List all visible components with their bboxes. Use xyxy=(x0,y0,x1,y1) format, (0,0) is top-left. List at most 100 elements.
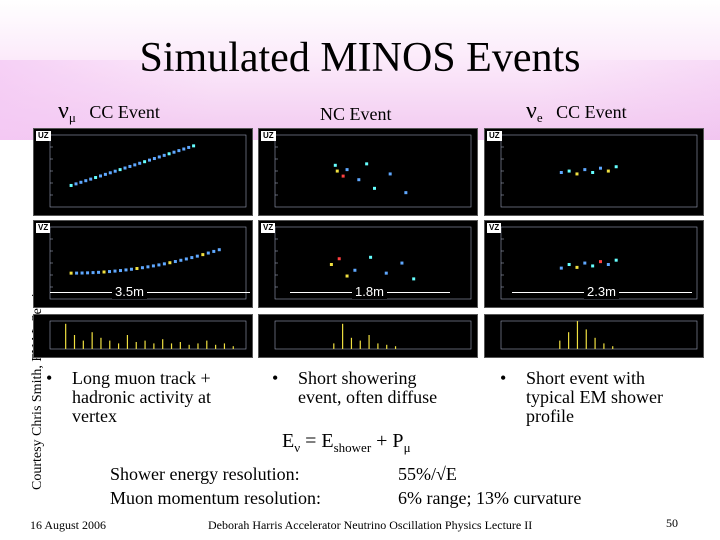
resolution-muon-value: 6% range; 13% curvature xyxy=(398,488,582,508)
bullet-numu: • Long muon track + hadronic activity at… xyxy=(46,369,266,429)
energy-formula: Eν = Eshower + Pμ xyxy=(282,430,411,456)
bullet-line: Long muon track + xyxy=(72,368,211,388)
detector-hit xyxy=(591,171,595,174)
bullet-dot: • xyxy=(500,368,507,388)
detector-hit xyxy=(148,158,151,162)
detector-hit xyxy=(365,162,369,166)
detector-hit xyxy=(172,150,176,154)
resolution-muon-label: Muon momentum resolution: xyxy=(110,488,321,508)
footer-page-number: 50 xyxy=(666,516,678,530)
detector-hit xyxy=(599,166,602,170)
detector-hit xyxy=(369,255,373,259)
detector-hit xyxy=(614,258,618,262)
detector-hit xyxy=(373,186,376,190)
detector-hit xyxy=(329,263,333,266)
detector-hit xyxy=(74,182,78,186)
detector-hit xyxy=(75,271,79,275)
panel-view-tag: VZ xyxy=(261,223,276,233)
bullet-line: event, often diffuse xyxy=(298,387,438,407)
scale-label-numu: 3.5m xyxy=(112,284,147,299)
detector-hit xyxy=(138,161,142,165)
detector-hit xyxy=(606,169,610,173)
detector-hit xyxy=(86,271,90,275)
detector-hit xyxy=(212,249,216,253)
detector-hit xyxy=(128,164,132,168)
nu-symbol: ν xyxy=(58,98,69,124)
detector-hit xyxy=(184,257,188,261)
panel-view-tag: VZ xyxy=(487,223,502,233)
detector-hit xyxy=(606,263,610,266)
detector-hit xyxy=(133,163,137,167)
header-numu-label: CC Event xyxy=(89,102,160,122)
nu-symbol: ν xyxy=(526,98,537,124)
detector-hit xyxy=(187,145,191,149)
detector-hit xyxy=(103,172,107,176)
detector-hit xyxy=(201,253,205,257)
detector-hit xyxy=(118,168,122,172)
bullet-nue-text: Short event with typical EM shower profi… xyxy=(526,369,663,426)
bullet-line: profile xyxy=(526,406,574,426)
detector-hit xyxy=(143,160,147,164)
detector-hit xyxy=(140,266,144,270)
detector-hit xyxy=(99,174,102,178)
detector-hit xyxy=(614,165,618,169)
formula-shower: shower xyxy=(333,440,372,455)
detector-hit xyxy=(167,152,171,156)
detector-hit xyxy=(80,271,84,275)
scale-label-nue: 2.3m xyxy=(584,284,619,299)
detector-hit xyxy=(124,268,128,272)
detector-hit xyxy=(195,254,199,258)
detector-hit xyxy=(404,191,408,195)
resolution-shower-label: Shower energy resolution: xyxy=(110,464,300,484)
detector-hit xyxy=(182,147,186,151)
detector-hit xyxy=(206,251,210,255)
detector-hit xyxy=(567,263,571,266)
mu-subscript: μ xyxy=(68,110,76,125)
scale-row-nc: 1.8m xyxy=(290,284,450,299)
detector-hit xyxy=(575,265,579,269)
detector-hit xyxy=(217,248,221,252)
detector-hit xyxy=(337,257,341,261)
detector-hit xyxy=(345,274,349,278)
header-nue-cc: νe CC Event xyxy=(526,98,627,126)
detector-hit xyxy=(69,183,73,187)
detector-hit xyxy=(94,176,98,180)
detector-hit xyxy=(151,264,155,268)
bullet-line: hadronic activity at xyxy=(72,387,211,407)
bullet-dot: • xyxy=(272,368,279,388)
bullet-line: vertex xyxy=(72,406,117,426)
event-panel-numu-uz: UZ xyxy=(33,128,253,216)
detector-hit xyxy=(102,270,106,274)
detector-hit xyxy=(97,270,101,274)
detector-hit xyxy=(162,153,166,157)
header-nue-label: CC Event xyxy=(556,102,627,122)
detector-hit xyxy=(575,172,579,176)
detector-hit xyxy=(168,261,172,265)
panel-view-tag: VZ xyxy=(36,223,51,233)
formula-mu: μ xyxy=(403,440,411,455)
header-nc: NC Event xyxy=(320,104,392,124)
detector-hit xyxy=(341,174,345,178)
bullet-numu-text: Long muon track + hadronic activity at v… xyxy=(72,369,211,426)
event-panel-nc-hist xyxy=(258,314,478,358)
detector-hit xyxy=(190,256,194,260)
formula-plus: + P xyxy=(371,430,404,452)
formula-nu: ν xyxy=(294,440,301,455)
bullet-line: typical EM shower xyxy=(526,387,663,407)
detector-hit xyxy=(135,267,139,271)
panel-view-tag: UZ xyxy=(36,131,51,141)
footer-date: 16 August 2006 xyxy=(30,518,107,532)
scale-row-nue: 2.3m xyxy=(512,284,692,299)
detector-hit xyxy=(113,269,117,273)
bullet-dot: • xyxy=(46,368,53,388)
slide-title: Simulated MINOS Events xyxy=(139,35,581,81)
scale-label-nc: 1.8m xyxy=(352,284,387,299)
bullet-nue: • Short event with typical EM shower pro… xyxy=(500,369,715,429)
panel-view-tag: UZ xyxy=(261,131,276,141)
detector-hit xyxy=(412,277,416,281)
detector-hit xyxy=(108,171,112,175)
detector-hit xyxy=(84,179,88,183)
bullet-line: Short showering xyxy=(298,368,417,388)
detector-hit xyxy=(400,261,404,265)
detector-hit xyxy=(173,260,177,264)
